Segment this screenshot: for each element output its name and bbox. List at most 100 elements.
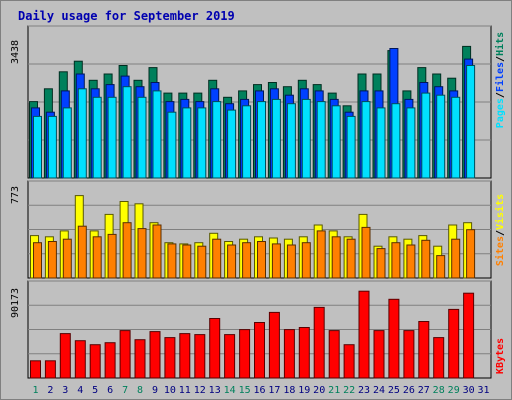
top-max-label: 3438 — [10, 40, 21, 64]
kbytes-bar — [149, 331, 161, 379]
kbytes-bar — [388, 298, 400, 379]
day-label: 8 — [137, 385, 143, 396]
pages-bar — [152, 90, 162, 179]
sites-bar — [197, 245, 207, 279]
kbytes-bar — [448, 308, 460, 379]
legend-entry: / — [495, 230, 506, 236]
bot-max-label: 90173 — [10, 288, 21, 318]
legend-bot-text: KBytes — [495, 338, 506, 374]
pages-bar — [301, 98, 311, 179]
day-label: 4 — [77, 385, 83, 396]
sites-bar — [451, 238, 461, 279]
kbytes-bar — [134, 339, 146, 379]
sites-bar — [152, 224, 162, 279]
pages-bar — [421, 92, 431, 179]
pages-bar — [197, 107, 207, 179]
kbytes-bar — [418, 321, 430, 379]
sites-bar — [436, 255, 446, 279]
day-label: 17 — [268, 385, 280, 396]
hits-files-pages-panel — [27, 25, 492, 179]
pages-bar — [77, 88, 87, 179]
kbytes-bar — [268, 311, 280, 379]
sites-bar — [122, 222, 132, 279]
pages-bar — [391, 103, 401, 179]
sites-bar — [346, 238, 356, 279]
pages-bar — [376, 107, 386, 179]
pages-bar — [406, 107, 416, 179]
day-label: 24 — [373, 385, 385, 396]
legend-entry: KBytes — [495, 338, 506, 374]
day-label: 15 — [239, 385, 251, 396]
day-label: 22 — [343, 385, 355, 396]
kbytes-bar — [328, 330, 340, 379]
pages-bar — [227, 109, 237, 179]
kbytes-bar — [224, 334, 236, 379]
pages-bar — [122, 86, 132, 179]
pages-bar — [33, 115, 42, 179]
sites-bar — [257, 241, 266, 279]
pages-bar — [257, 101, 266, 179]
day-label: 20 — [313, 385, 325, 396]
sites-bar — [227, 244, 237, 279]
sites-bar — [286, 244, 296, 279]
chart-title: Daily usage for September 2019 — [18, 9, 235, 23]
kbytes-bar — [239, 329, 251, 379]
pages-bar — [451, 96, 461, 179]
kbytes-bar — [463, 292, 475, 379]
day-label: 1 — [32, 385, 38, 396]
sites-bar — [406, 244, 416, 279]
pages-bar — [242, 105, 252, 179]
pages-bar — [182, 107, 192, 179]
legend-entry: Sites — [494, 236, 506, 266]
sites-bar — [331, 236, 341, 279]
legend-mid-text: Sites/Visits — [494, 194, 506, 266]
legend-entry: / — [495, 92, 506, 98]
legend-entry: Visits — [494, 194, 506, 230]
pages-bar — [331, 105, 341, 179]
kbytes-bar — [358, 290, 370, 379]
kbytes-bar — [403, 330, 415, 379]
sites-bar — [92, 236, 102, 279]
legend-entry: Hits — [494, 32, 506, 56]
day-label: 18 — [283, 385, 295, 396]
day-label: 11 — [179, 385, 191, 396]
kbytes-panel — [27, 280, 492, 379]
kbytes-bar — [254, 322, 265, 379]
pages-bar — [286, 103, 296, 179]
kbytes-bar — [209, 318, 221, 379]
day-label: 12 — [194, 385, 206, 396]
day-label: 31 — [477, 385, 489, 396]
pages-bar — [361, 101, 371, 179]
visits-sites-panel — [27, 180, 492, 279]
day-label: 26 — [403, 385, 415, 396]
pages-bar — [47, 115, 57, 179]
kbytes-bar — [313, 306, 325, 379]
kbytes-bar — [433, 337, 445, 379]
kbytes-bar — [343, 344, 355, 379]
sites-bar — [182, 244, 192, 279]
kbytes-bar — [283, 329, 295, 379]
kbytes-bar — [194, 334, 206, 379]
kbytes-bar — [119, 330, 131, 379]
day-label: 2 — [47, 385, 53, 396]
day-label: 19 — [298, 385, 310, 396]
day-label: 30 — [463, 385, 475, 396]
legend-sites-visits: Sites/Visits — [494, 194, 506, 266]
legend-entry: / — [495, 56, 506, 62]
day-label: 28 — [433, 385, 445, 396]
pages-bar — [62, 107, 72, 179]
pages-bar — [316, 101, 326, 179]
mid-max-label: 773 — [10, 186, 21, 204]
sites-bar — [242, 242, 252, 279]
pages-bar — [137, 96, 147, 179]
sites-bar — [167, 243, 177, 279]
day-label: 13 — [209, 385, 221, 396]
sites-bar — [107, 233, 117, 279]
sites-bar — [137, 228, 147, 279]
legend-top-text: Pages/Files/Hits — [494, 32, 506, 128]
legend-entry: Pages — [495, 98, 506, 128]
day-label: 27 — [418, 385, 430, 396]
day-label: 23 — [358, 385, 370, 396]
day-label: 29 — [448, 385, 460, 396]
sites-bar — [301, 242, 311, 279]
